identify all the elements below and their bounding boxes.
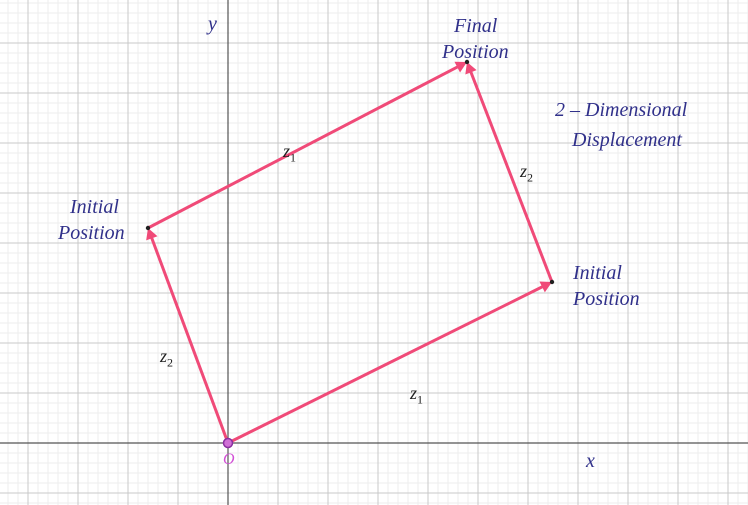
text-initial2_l1: Initial [573, 261, 622, 286]
text-initial1_l2: Position [58, 221, 125, 246]
vector-label-z2-left: z2 [160, 345, 173, 371]
origin-label: O [223, 450, 235, 470]
text-title_l1: 2 – Dimensional [555, 98, 687, 123]
vector-z1-lower [228, 286, 543, 443]
vector-label-z2-right: z2 [520, 160, 533, 186]
vector-label-z1-upper: z1 [283, 140, 296, 166]
text-final_l2: Position [442, 40, 509, 65]
vector-label-z1-lower: z1 [410, 382, 423, 408]
text-initial2_l2: Position [573, 287, 640, 312]
text-title_l2: Displacement [572, 128, 682, 153]
origin-marker [224, 439, 233, 448]
text-initial1_l1: Initial [70, 195, 119, 220]
vector-z1-upper [148, 67, 458, 228]
diagram-svg [0, 0, 748, 505]
text-final_l1: Final [454, 14, 497, 39]
vectors [146, 62, 552, 443]
axis-label-y: y [208, 12, 217, 37]
axis-label-x: x [586, 449, 595, 474]
grid-fine [0, 0, 748, 505]
vector-z2-left [151, 237, 228, 443]
